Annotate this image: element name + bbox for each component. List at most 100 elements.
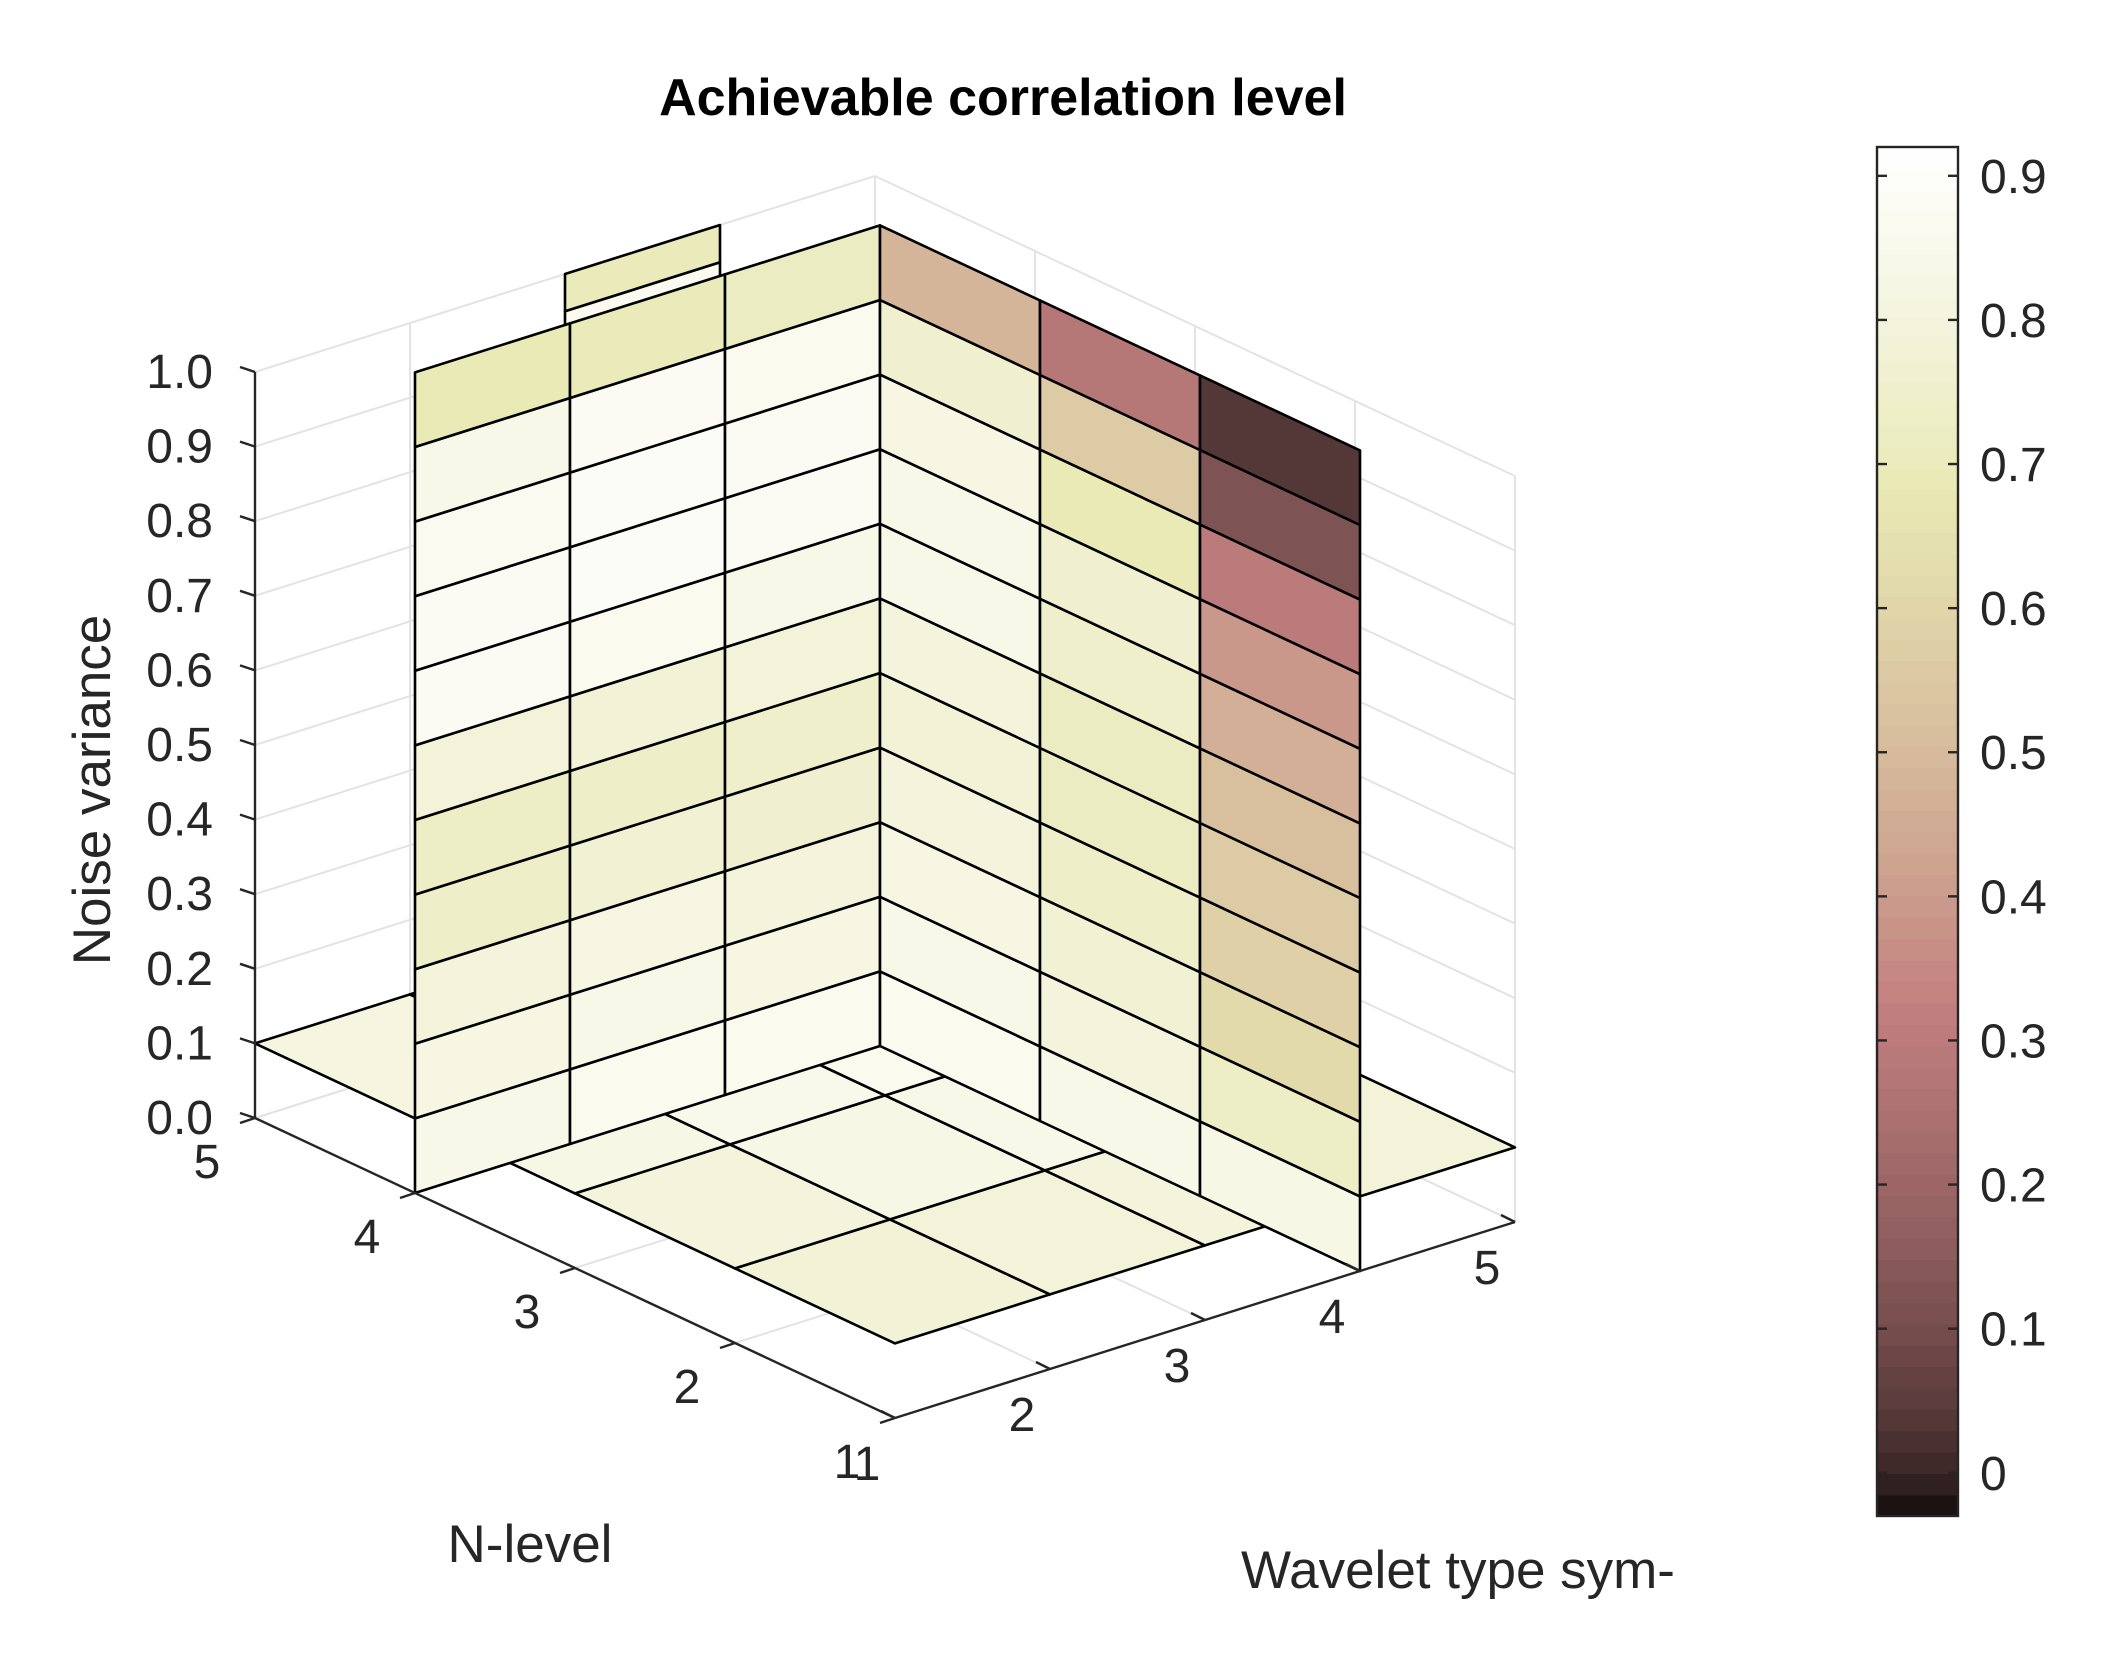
- colorbar-band: [1877, 1366, 1958, 1389]
- colorbar-band: [1877, 296, 1958, 319]
- colorbar-band: [1877, 745, 1958, 769]
- z-tick-label: 0.0: [146, 1092, 213, 1145]
- z-tick: [239, 738, 256, 747]
- colorbar-band: [1877, 574, 1958, 597]
- colorbar-band: [1877, 189, 1958, 212]
- y-tick-label: 4: [354, 1211, 381, 1264]
- colorbar-tick-label: 0.4: [1980, 871, 2047, 924]
- axis-layer: 12345123450.00.10.20.30.40.50.60.70.80.9…: [146, 346, 1516, 1491]
- z-tick-label: 0.2: [146, 943, 213, 996]
- y-axis-label: N-level: [448, 1515, 613, 1574]
- colorbar-band: [1877, 339, 1958, 362]
- z-tick-label: 0.1: [146, 1017, 213, 1070]
- colorbar-band: [1877, 318, 1958, 341]
- x-tick-label: 3: [1164, 1340, 1191, 1393]
- colorbar-band: [1877, 403, 1958, 426]
- colorbar-band: [1877, 382, 1958, 405]
- colorbar-band: [1877, 831, 1958, 854]
- z-tick-label: 0.9: [146, 421, 213, 474]
- colorbar-band: [1877, 275, 1958, 298]
- chart-title: Achievable correlation level: [659, 69, 1347, 127]
- z-tick: [239, 365, 256, 374]
- colorbar-band: [1877, 532, 1958, 555]
- colorbar-band: [1877, 1216, 1958, 1239]
- colorbar-band: [1877, 360, 1958, 384]
- colorbar-band: [1877, 917, 1958, 940]
- colorbar-band: [1877, 1494, 1958, 1517]
- z-tick-label: 0.6: [146, 644, 213, 697]
- colorbar-frame: [1875, 145, 1960, 1518]
- colorbar-tick-label: 0.8: [1980, 295, 2047, 348]
- y-tick-label: 5: [194, 1136, 221, 1189]
- colorbar-band: [1877, 1451, 1958, 1475]
- x-tick-label: 2: [1009, 1389, 1036, 1442]
- colorbar-band: [1877, 724, 1958, 747]
- colorbar-band: [1877, 959, 1958, 983]
- z-tick-label: 0.8: [146, 495, 213, 548]
- colorbar-tick-label: 0.2: [1980, 1160, 2047, 1213]
- x-axis-label: Wavelet type sym-: [1241, 1541, 1675, 1600]
- colorbar-band: [1877, 1323, 1958, 1346]
- colorbar-band: [1877, 810, 1958, 833]
- x-tick: [880, 1409, 896, 1420]
- colorbar-band: [1877, 596, 1958, 619]
- surface-cell-wavelet: [1198, 374, 1362, 527]
- y-tick-label: 1: [834, 1436, 861, 1489]
- colorbar-band: [1877, 638, 1958, 662]
- y-tick: [879, 1416, 896, 1425]
- colorbar-tick-label: 0.3: [1980, 1015, 2047, 1068]
- colorbar-band: [1877, 1237, 1958, 1261]
- colorbar-band: [1877, 1045, 1958, 1068]
- z-axis-label: Noise variance: [63, 615, 122, 966]
- colorbar-band: [1877, 211, 1958, 234]
- z-tick: [239, 515, 256, 523]
- x-tick-label: 4: [1319, 1291, 1346, 1344]
- colorbar-band: [1877, 553, 1958, 576]
- colorbar-band: [1877, 1152, 1958, 1175]
- z-tick-label: 1.0: [146, 346, 213, 399]
- z-tick: [239, 962, 256, 970]
- colorbar-band: [1877, 981, 1958, 1004]
- z-tick: [239, 1111, 256, 1120]
- colorbar-band: [1877, 489, 1958, 512]
- x-tick-label: 1: [854, 1438, 881, 1491]
- colorbar-band: [1877, 1387, 1958, 1410]
- colorbar-band: [1877, 1066, 1958, 1089]
- colorbar-band: [1877, 1473, 1958, 1496]
- z-tick-label: 0.4: [146, 794, 213, 847]
- colorbar-band: [1877, 874, 1958, 897]
- y-tick: [239, 1116, 256, 1125]
- colorbar-band: [1877, 467, 1958, 491]
- colorbar-band: [1877, 1109, 1958, 1132]
- colorbar-band: [1877, 660, 1958, 683]
- z-tick-label: 0.7: [146, 570, 213, 623]
- colorbar: 0 0.1 0.2 0.3 0.4 0.5 0.6 0.7 0.8 0.9: [1875, 145, 2047, 1518]
- colorbar-tick-label: 0: [1980, 1448, 2007, 1501]
- colorbar-tick-label: 0.9: [1980, 151, 2047, 204]
- x-tick: [1035, 1360, 1051, 1371]
- colorbar-band: [1877, 1173, 1958, 1196]
- z-tick: [239, 1037, 256, 1045]
- colorbar-band: [1877, 1259, 1958, 1282]
- colorbar-band: [1877, 253, 1958, 277]
- y-tick-label: 2: [674, 1361, 701, 1414]
- y-tick: [719, 1341, 736, 1350]
- colorbar-band: [1877, 788, 1958, 811]
- colorbar-band: [1877, 681, 1958, 704]
- colorbar-tick-label: 0.6: [1980, 583, 2047, 636]
- colorbar-band: [1877, 1088, 1958, 1111]
- z-tick: [239, 888, 256, 896]
- colorbar-band: [1877, 147, 1958, 170]
- colorbar-band: [1877, 1024, 1958, 1047]
- colorbar-band: [1877, 1280, 1958, 1303]
- colorbar-band: [1877, 425, 1958, 448]
- colorbar-band: [1877, 1344, 1958, 1368]
- y-tick: [399, 1191, 416, 1200]
- colorbar-band: [1877, 895, 1958, 918]
- grid-line: [874, 175, 1516, 477]
- colorbar-tick-label: 0.5: [1980, 727, 2047, 780]
- colorbar-band: [1877, 767, 1958, 790]
- z-tick-label: 0.3: [146, 868, 213, 921]
- colorbar-band: [1877, 1130, 1958, 1154]
